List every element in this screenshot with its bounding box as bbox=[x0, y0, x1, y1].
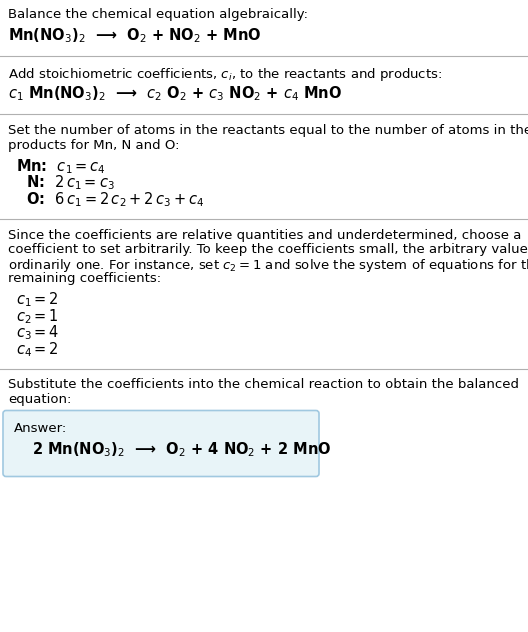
Text: Set the number of atoms in the reactants equal to the number of atoms in the: Set the number of atoms in the reactants… bbox=[8, 124, 528, 137]
Text: remaining coefficients:: remaining coefficients: bbox=[8, 272, 161, 285]
FancyBboxPatch shape bbox=[3, 411, 319, 477]
Text: products for Mn, N and O:: products for Mn, N and O: bbox=[8, 138, 180, 152]
Text: coefficient to set arbitrarily. To keep the coefficients small, the arbitrary va: coefficient to set arbitrarily. To keep … bbox=[8, 243, 528, 256]
Text: $c_1 = 2$: $c_1 = 2$ bbox=[16, 291, 59, 309]
Text: Mn:  $c_1 = c_4$: Mn: $c_1 = c_4$ bbox=[16, 157, 106, 176]
Text: ordinarily one. For instance, set $c_2 = 1$ and solve the system of equations fo: ordinarily one. For instance, set $c_2 =… bbox=[8, 257, 528, 274]
Text: Answer:: Answer: bbox=[14, 422, 67, 435]
Text: Mn(NO$_3$)$_2$  ⟶  O$_2$ + NO$_2$ + MnO: Mn(NO$_3$)$_2$ ⟶ O$_2$ + NO$_2$ + MnO bbox=[8, 27, 261, 46]
Text: $c_1$ Mn(NO$_3$)$_2$  ⟶  $c_2$ O$_2$ + $c_3$ NO$_2$ + $c_4$ MnO: $c_1$ Mn(NO$_3$)$_2$ ⟶ $c_2$ O$_2$ + $c_… bbox=[8, 85, 342, 103]
Text: Add stoichiometric coefficients, $c_i$, to the reactants and products:: Add stoichiometric coefficients, $c_i$, … bbox=[8, 66, 442, 83]
Text: $c_3 = 4$: $c_3 = 4$ bbox=[16, 324, 59, 342]
Text: Substitute the coefficients into the chemical reaction to obtain the balanced: Substitute the coefficients into the che… bbox=[8, 379, 519, 391]
Text: $c_2 = 1$: $c_2 = 1$ bbox=[16, 307, 59, 325]
Text: equation:: equation: bbox=[8, 393, 71, 406]
Text: O:  $6\,c_1 = 2\,c_2 + 2\,c_3 + c_4$: O: $6\,c_1 = 2\,c_2 + 2\,c_3 + c_4$ bbox=[16, 190, 204, 209]
Text: Since the coefficients are relative quantities and underdetermined, choose a: Since the coefficients are relative quan… bbox=[8, 229, 521, 241]
Text: N:  $2\,c_1 = c_3$: N: $2\,c_1 = c_3$ bbox=[16, 174, 115, 192]
Text: 2 Mn(NO$_3$)$_2$  ⟶  O$_2$ + 4 NO$_2$ + 2 MnO: 2 Mn(NO$_3$)$_2$ ⟶ O$_2$ + 4 NO$_2$ + 2 … bbox=[32, 440, 332, 459]
Text: $c_4 = 2$: $c_4 = 2$ bbox=[16, 340, 59, 359]
Text: Balance the chemical equation algebraically:: Balance the chemical equation algebraica… bbox=[8, 8, 308, 21]
